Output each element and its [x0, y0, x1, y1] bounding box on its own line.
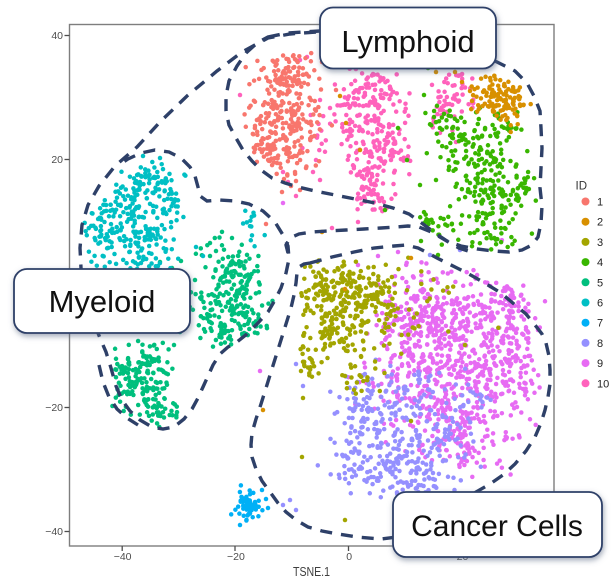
svg-text:−40: −40	[45, 526, 63, 538]
svg-text:9: 9	[597, 358, 603, 370]
svg-text:10: 10	[597, 378, 609, 390]
svg-text:7: 7	[597, 318, 603, 330]
svg-text:6: 6	[597, 298, 603, 310]
svg-text:TSNE.1: TSNE.1	[293, 564, 330, 579]
svg-text:40: 40	[51, 30, 63, 42]
svg-text:ID: ID	[576, 181, 588, 193]
svg-text:Cancer Cells: Cancer Cells	[411, 510, 583, 543]
svg-text:4: 4	[597, 257, 603, 269]
svg-text:2: 2	[597, 217, 603, 229]
svg-text:−40: −40	[114, 551, 132, 563]
svg-text:8: 8	[597, 338, 603, 350]
svg-text:1: 1	[597, 197, 603, 209]
svg-text:5: 5	[597, 277, 603, 289]
svg-text:Myeloid: Myeloid	[49, 284, 156, 319]
svg-text:20: 20	[51, 154, 63, 166]
svg-text:Lymphoid: Lymphoid	[341, 24, 474, 59]
svg-text:−20: −20	[227, 551, 245, 563]
svg-text:3: 3	[597, 237, 603, 249]
svg-text:−20: −20	[45, 402, 63, 414]
svg-text:0: 0	[346, 551, 352, 563]
